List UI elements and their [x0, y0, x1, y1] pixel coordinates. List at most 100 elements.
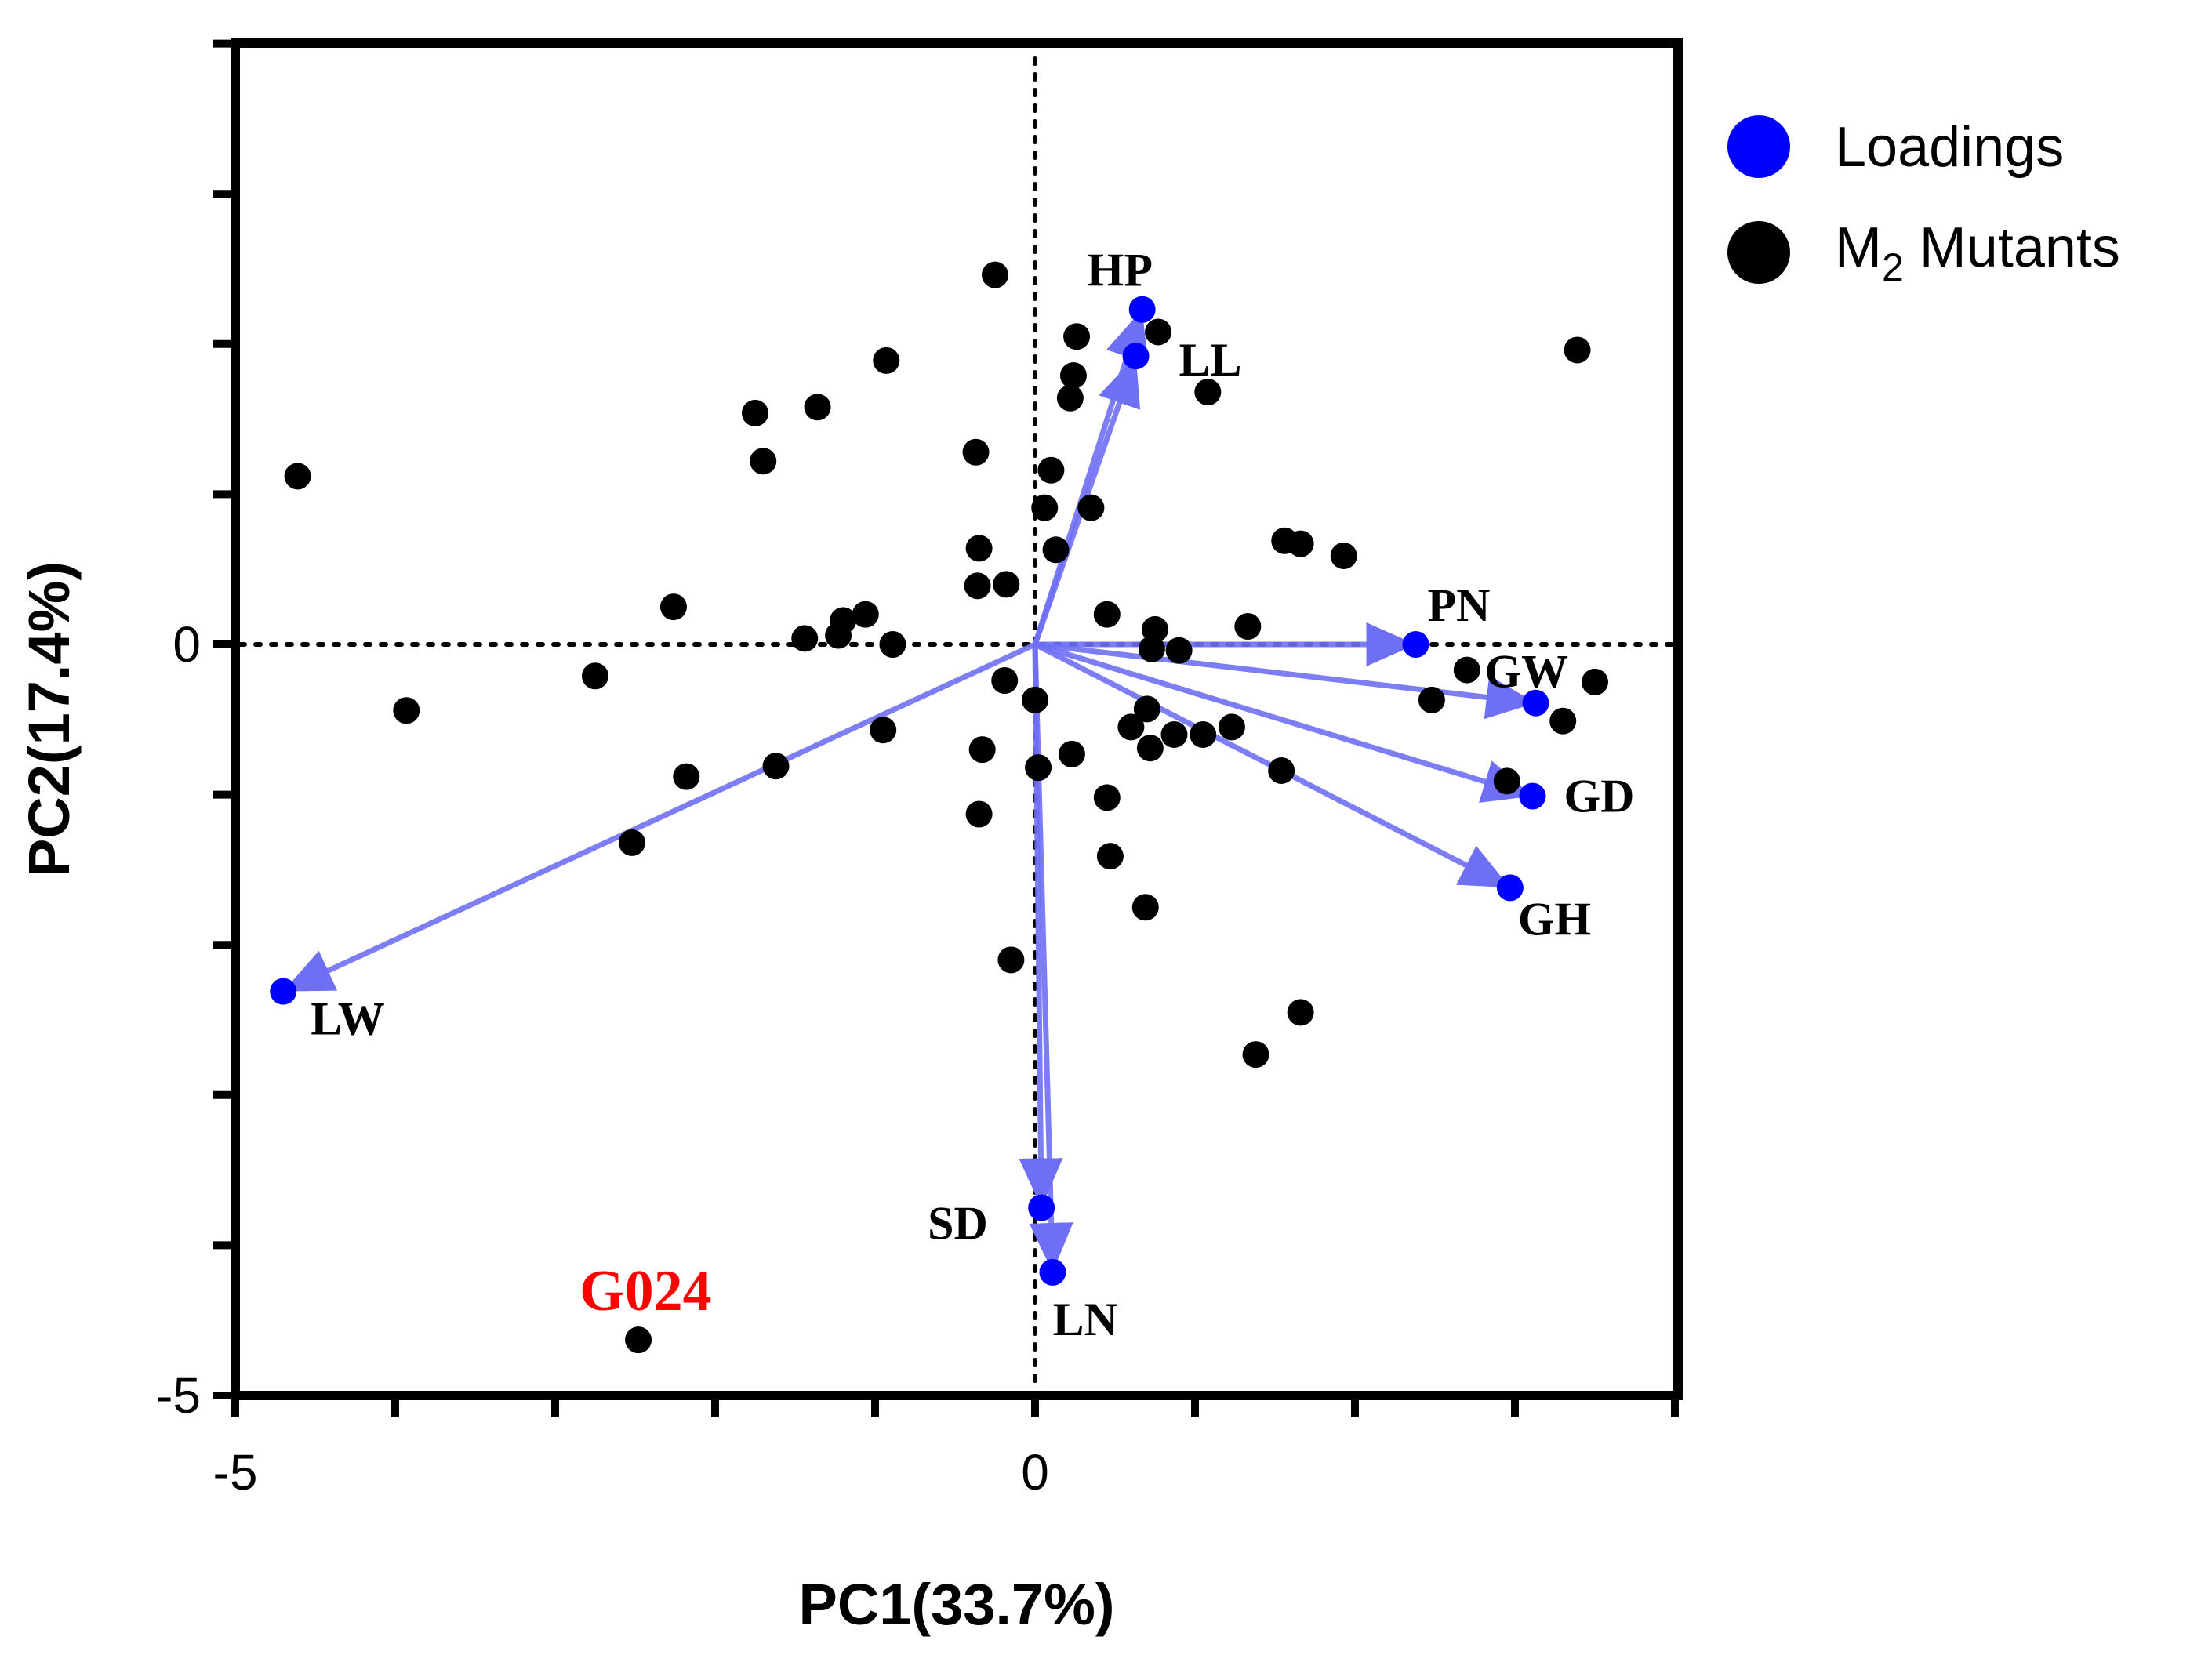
- mutant-point: [1218, 713, 1245, 741]
- mutant-point: [968, 736, 996, 764]
- mutant-point: [1453, 656, 1480, 684]
- mutant-point: [879, 631, 906, 658]
- x-tick-label: -5: [213, 1444, 258, 1501]
- mutant-point: [873, 347, 900, 374]
- legend-label-mutants-rest: Mutants: [1904, 216, 2120, 279]
- loading-label-gd: GD: [1564, 771, 1634, 822]
- mutant-point: [1117, 713, 1145, 741]
- legend: Loadings M2 Mutants: [1727, 115, 2120, 289]
- mutant-point: [673, 763, 700, 790]
- loading-point-gd: [1519, 782, 1546, 810]
- mutant-point: [1145, 318, 1172, 346]
- mutant-point: [1022, 686, 1048, 713]
- mutant-point: [1493, 767, 1520, 795]
- loading-point-pn: [1402, 631, 1429, 658]
- loading-label-gh: GH: [1518, 893, 1591, 945]
- loading-point-lw: [270, 978, 297, 1005]
- mutant-point: [1165, 637, 1193, 664]
- mutant-point: [962, 438, 990, 466]
- x-tick-label: 0: [1021, 1444, 1049, 1501]
- mutant-point: [804, 394, 831, 421]
- mutant-point: [1138, 635, 1165, 662]
- mutant-point: [1582, 668, 1608, 695]
- mutant-point: [1059, 362, 1087, 390]
- legend-label-mutants-m: M: [1835, 216, 1882, 279]
- mutant-point: [964, 572, 991, 600]
- mutant-point: [1096, 843, 1124, 870]
- mutant-point: [762, 753, 790, 780]
- loading-label-hp: HP: [1088, 245, 1153, 296]
- mutant-point: [1287, 999, 1314, 1026]
- loading-arrow-gw: [1034, 641, 1536, 720]
- loading-label-ln: LN: [1052, 1294, 1117, 1345]
- mutant-point: [965, 535, 993, 562]
- mutant-point: [742, 399, 768, 426]
- mutant-point: [965, 800, 993, 828]
- mutant-point: [1418, 686, 1445, 713]
- loading-label-lw: LW: [311, 993, 385, 1045]
- loading-label-pn: PN: [1428, 579, 1491, 631]
- mutant-point: [993, 571, 1020, 598]
- legend-marker-mutants: [1727, 221, 1790, 284]
- legend-marker-loadings: [1727, 115, 1790, 178]
- loading-label-sd: SD: [928, 1198, 988, 1250]
- mutant-point: [1194, 379, 1222, 406]
- loading-arrows: [281, 308, 1536, 1272]
- mutant-point: [1268, 757, 1295, 784]
- loading-point-gh: [1496, 874, 1524, 902]
- x-axis-ticks: [231, 1395, 1679, 1417]
- mutant-point: [1031, 494, 1059, 521]
- mutant-point: [1077, 494, 1105, 521]
- y-axis-ticks: [213, 39, 235, 1399]
- mutant-point: [1160, 720, 1188, 748]
- x-axis-title: PC1(33.7%): [798, 1572, 1114, 1637]
- mutant-point: [997, 946, 1025, 974]
- mutant-points: [284, 261, 1608, 1354]
- mutant-point: [625, 1326, 652, 1354]
- mutant-point: [393, 697, 420, 724]
- mutant-point: [991, 666, 1019, 694]
- mutant-point: [1037, 456, 1065, 484]
- loading-label-gw: GW: [1485, 646, 1569, 698]
- mutant-point: [1063, 323, 1091, 350]
- axes: [213, 38, 1683, 1417]
- loading-point-sd: [1028, 1194, 1055, 1221]
- legend-label-loadings: Loadings: [1835, 116, 2064, 179]
- y-tick-label: 0: [173, 616, 201, 673]
- loading-point-gw: [1522, 689, 1549, 717]
- mutant-point: [791, 625, 819, 652]
- loading-point-ln: [1039, 1258, 1066, 1286]
- mutant-point: [582, 662, 608, 690]
- mutant-point: [750, 448, 777, 475]
- loading-arrow-gd: [1033, 641, 1534, 803]
- mutant-point: [1549, 707, 1577, 735]
- mutant-point: [1093, 784, 1121, 811]
- legend-label-mutants-sub: 2: [1882, 245, 1904, 289]
- mutant-point: [1131, 894, 1159, 921]
- legend-label-mutants: M2 Mutants: [1835, 216, 2120, 289]
- loading-points: [270, 296, 1549, 1286]
- y-axis-title: PC2(17.4%): [16, 561, 82, 877]
- mutant-point: [1234, 613, 1262, 640]
- mutant-point: [284, 463, 311, 490]
- mutant-point: [1058, 740, 1085, 767]
- loading-label-ll: LL: [1179, 334, 1242, 386]
- mutant-point: [1042, 536, 1070, 564]
- loading-arrow-lw: [281, 641, 1037, 994]
- mutant-point: [1136, 735, 1164, 762]
- mutant-point: [1093, 601, 1121, 628]
- mutant-point: [852, 601, 879, 628]
- loading-point-ll: [1122, 343, 1150, 370]
- loading-arrow-ln: [1029, 644, 1073, 1272]
- annotation-g024: G024: [579, 1259, 712, 1323]
- mutant-point: [1133, 695, 1160, 723]
- mutant-point: [1330, 542, 1357, 569]
- mutant-point: [659, 593, 687, 621]
- loading-labels: HP LL PN GW GD GH LW SD LN: [311, 245, 1634, 1345]
- mutant-point: [1025, 754, 1052, 782]
- mutant-point: [1287, 530, 1314, 557]
- loading-point-hp: [1128, 296, 1156, 323]
- mutant-point: [982, 261, 1008, 288]
- mutant-point: [1564, 336, 1591, 364]
- mutant-point: [870, 717, 897, 744]
